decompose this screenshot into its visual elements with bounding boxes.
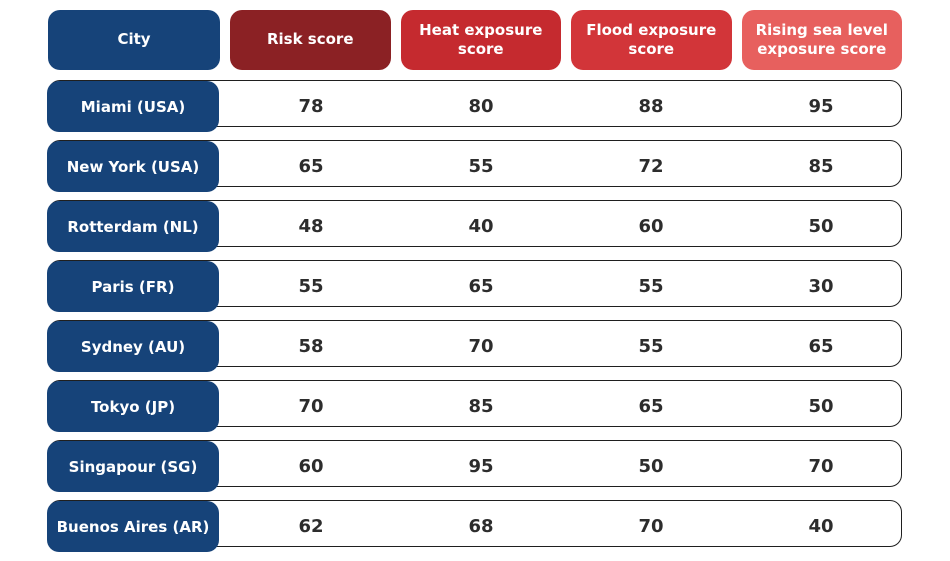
table-header-row: City Risk score Heat exposure score Floo…	[48, 10, 902, 70]
cell-value: 70	[468, 336, 494, 357]
header-cell-flood-exposure: Flood exposure score	[571, 10, 732, 70]
cell-value: 60	[298, 456, 324, 477]
city-pill: Rotterdam (NL)	[47, 201, 219, 252]
table-row: New York (USA) 65 55 72 85	[47, 140, 902, 192]
cell-value: 58	[298, 336, 324, 357]
cell-value: 50	[808, 396, 834, 417]
cell-value: 65	[808, 336, 834, 357]
table-row: Buenos Aires (AR) 62 68 70 40	[47, 500, 902, 552]
cell-value: 65	[298, 156, 324, 177]
table-row: Paris (FR) 55 65 55 30	[47, 260, 902, 312]
table-row: Singapour (SG) 60 95 50 70	[47, 440, 902, 492]
cell-value: 30	[808, 276, 834, 297]
cell-value: 78	[298, 96, 324, 117]
header-cell-heat-exposure: Heat exposure score	[400, 10, 561, 70]
header-cell-risk-score: Risk score	[230, 10, 391, 70]
table-row: Tokyo (JP) 70 85 65 50	[47, 380, 902, 432]
cell-value: 95	[808, 96, 834, 117]
cell-value: 68	[468, 516, 494, 537]
cell-value: 62	[298, 516, 324, 537]
city-pill: Sydney (AU)	[47, 321, 219, 372]
table-row: Sydney (AU) 58 70 55 65	[47, 320, 902, 372]
header-cell-city: City	[48, 10, 220, 70]
city-pill: Paris (FR)	[47, 261, 219, 312]
cell-value: 55	[298, 276, 324, 297]
cell-value: 70	[638, 516, 664, 537]
table-row: Rotterdam (NL) 48 40 60 50	[47, 200, 902, 252]
cell-value: 55	[638, 336, 664, 357]
cell-value: 60	[638, 216, 664, 237]
cell-value: 70	[298, 396, 324, 417]
cell-value: 48	[298, 216, 324, 237]
header-cell-sea-level-exposure: Rising sea level exposure score	[741, 10, 902, 70]
cell-value: 88	[638, 96, 664, 117]
cell-value: 40	[468, 216, 494, 237]
cell-value: 95	[468, 456, 494, 477]
city-pill: Buenos Aires (AR)	[47, 501, 219, 552]
cell-value: 55	[638, 276, 664, 297]
cell-value: 65	[468, 276, 494, 297]
city-pill: Singapour (SG)	[47, 441, 219, 492]
table-row: Miami (USA) 78 80 88 95	[47, 80, 902, 132]
city-pill: Tokyo (JP)	[47, 381, 219, 432]
cell-value: 55	[468, 156, 494, 177]
city-pill: Miami (USA)	[47, 81, 219, 132]
cell-value: 50	[638, 456, 664, 477]
cell-value: 85	[808, 156, 834, 177]
cell-value: 72	[638, 156, 664, 177]
city-pill: New York (USA)	[47, 141, 219, 192]
cell-value: 65	[638, 396, 664, 417]
cell-value: 40	[808, 516, 834, 537]
cell-value: 70	[808, 456, 834, 477]
cell-value: 50	[808, 216, 834, 237]
cell-value: 80	[468, 96, 494, 117]
cell-value: 85	[468, 396, 494, 417]
